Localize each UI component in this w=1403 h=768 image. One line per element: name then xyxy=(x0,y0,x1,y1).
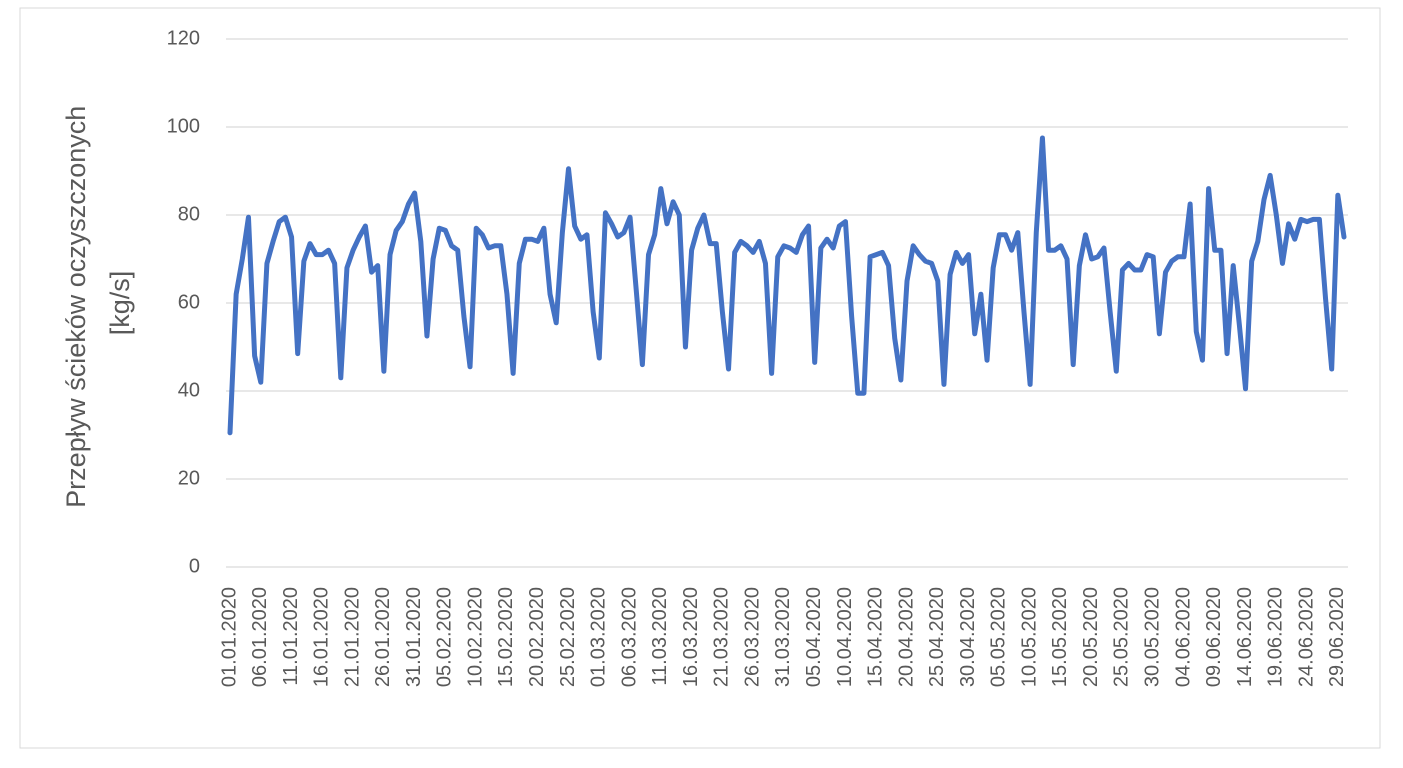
y-axis-title: Przepływ ścieków oczyszczonych [kg/s] xyxy=(61,98,135,508)
x-tick-label: 04.06.2020 xyxy=(1172,587,1194,687)
data-line xyxy=(227,135,1347,436)
x-tick-label: 15.04.2020 xyxy=(865,587,887,687)
x-tick-label: 31.03.2020 xyxy=(772,587,794,687)
x-tick-label: 10.04.2020 xyxy=(834,587,856,687)
y-tick-label: 20 xyxy=(178,467,200,489)
x-tick-label: 11.01.2020 xyxy=(280,587,302,686)
y-axis-title-line: Przepływ ścieków oczyszczonych xyxy=(61,106,91,508)
chart-frame xyxy=(19,7,1381,749)
y-tick-label: 80 xyxy=(178,203,200,225)
x-tick-label: 15.05.2020 xyxy=(1049,587,1071,687)
x-tick-label: 14.06.2020 xyxy=(1234,587,1256,687)
x-tick-label: 26.03.2020 xyxy=(741,587,763,687)
x-tick-label: 10.02.2020 xyxy=(464,587,486,687)
y-tick-label: 40 xyxy=(178,379,200,401)
y-tick-label: 100 xyxy=(167,115,200,137)
x-tick-label: 09.06.2020 xyxy=(1203,587,1225,687)
x-tick-label: 05.02.2020 xyxy=(434,587,456,687)
x-tick-label: 31.01.2020 xyxy=(403,587,425,687)
x-tick-label: 16.01.2020 xyxy=(311,587,333,687)
x-tick-label: 21.01.2020 xyxy=(341,587,363,687)
x-tick-label: 10.05.2020 xyxy=(1018,587,1040,687)
y-axis-title-line: [kg/s] xyxy=(105,271,135,336)
x-tick-label: 01.03.2020 xyxy=(588,587,610,687)
x-tick-label: 21.03.2020 xyxy=(711,587,733,687)
x-tick-label: 25.04.2020 xyxy=(926,587,948,687)
x-tick-label: 29.06.2020 xyxy=(1326,587,1348,687)
x-tick-label: 20.04.2020 xyxy=(895,587,917,687)
x-tick-label: 11.03.2020 xyxy=(649,587,671,686)
y-tick-label: 120 xyxy=(167,27,200,49)
x-tick-label: 06.03.2020 xyxy=(618,587,640,687)
x-tick-label: 30.05.2020 xyxy=(1141,587,1163,687)
x-tick-label: 16.03.2020 xyxy=(680,587,702,687)
x-tick-label: 25.05.2020 xyxy=(1111,587,1133,687)
x-tick-label: 30.04.2020 xyxy=(957,587,979,687)
x-tick-label: 06.01.2020 xyxy=(249,587,271,687)
x-tick-label: 15.02.2020 xyxy=(495,587,517,687)
x-tick-label: 20.05.2020 xyxy=(1080,587,1102,687)
x-tick-label: 19.06.2020 xyxy=(1265,587,1287,687)
x-tick-label: 24.06.2020 xyxy=(1295,587,1317,687)
x-tick-label: 26.01.2020 xyxy=(372,587,394,687)
x-tick-label: 20.02.2020 xyxy=(526,587,548,687)
y-tick-label: 60 xyxy=(178,291,200,313)
x-tick-label: 25.02.2020 xyxy=(557,587,579,687)
x-tick-label: 05.04.2020 xyxy=(803,587,825,687)
y-tick-label: 0 xyxy=(189,555,200,577)
x-tick-label: 05.05.2020 xyxy=(988,587,1010,687)
x-tick-label: 01.01.2020 xyxy=(218,587,240,687)
